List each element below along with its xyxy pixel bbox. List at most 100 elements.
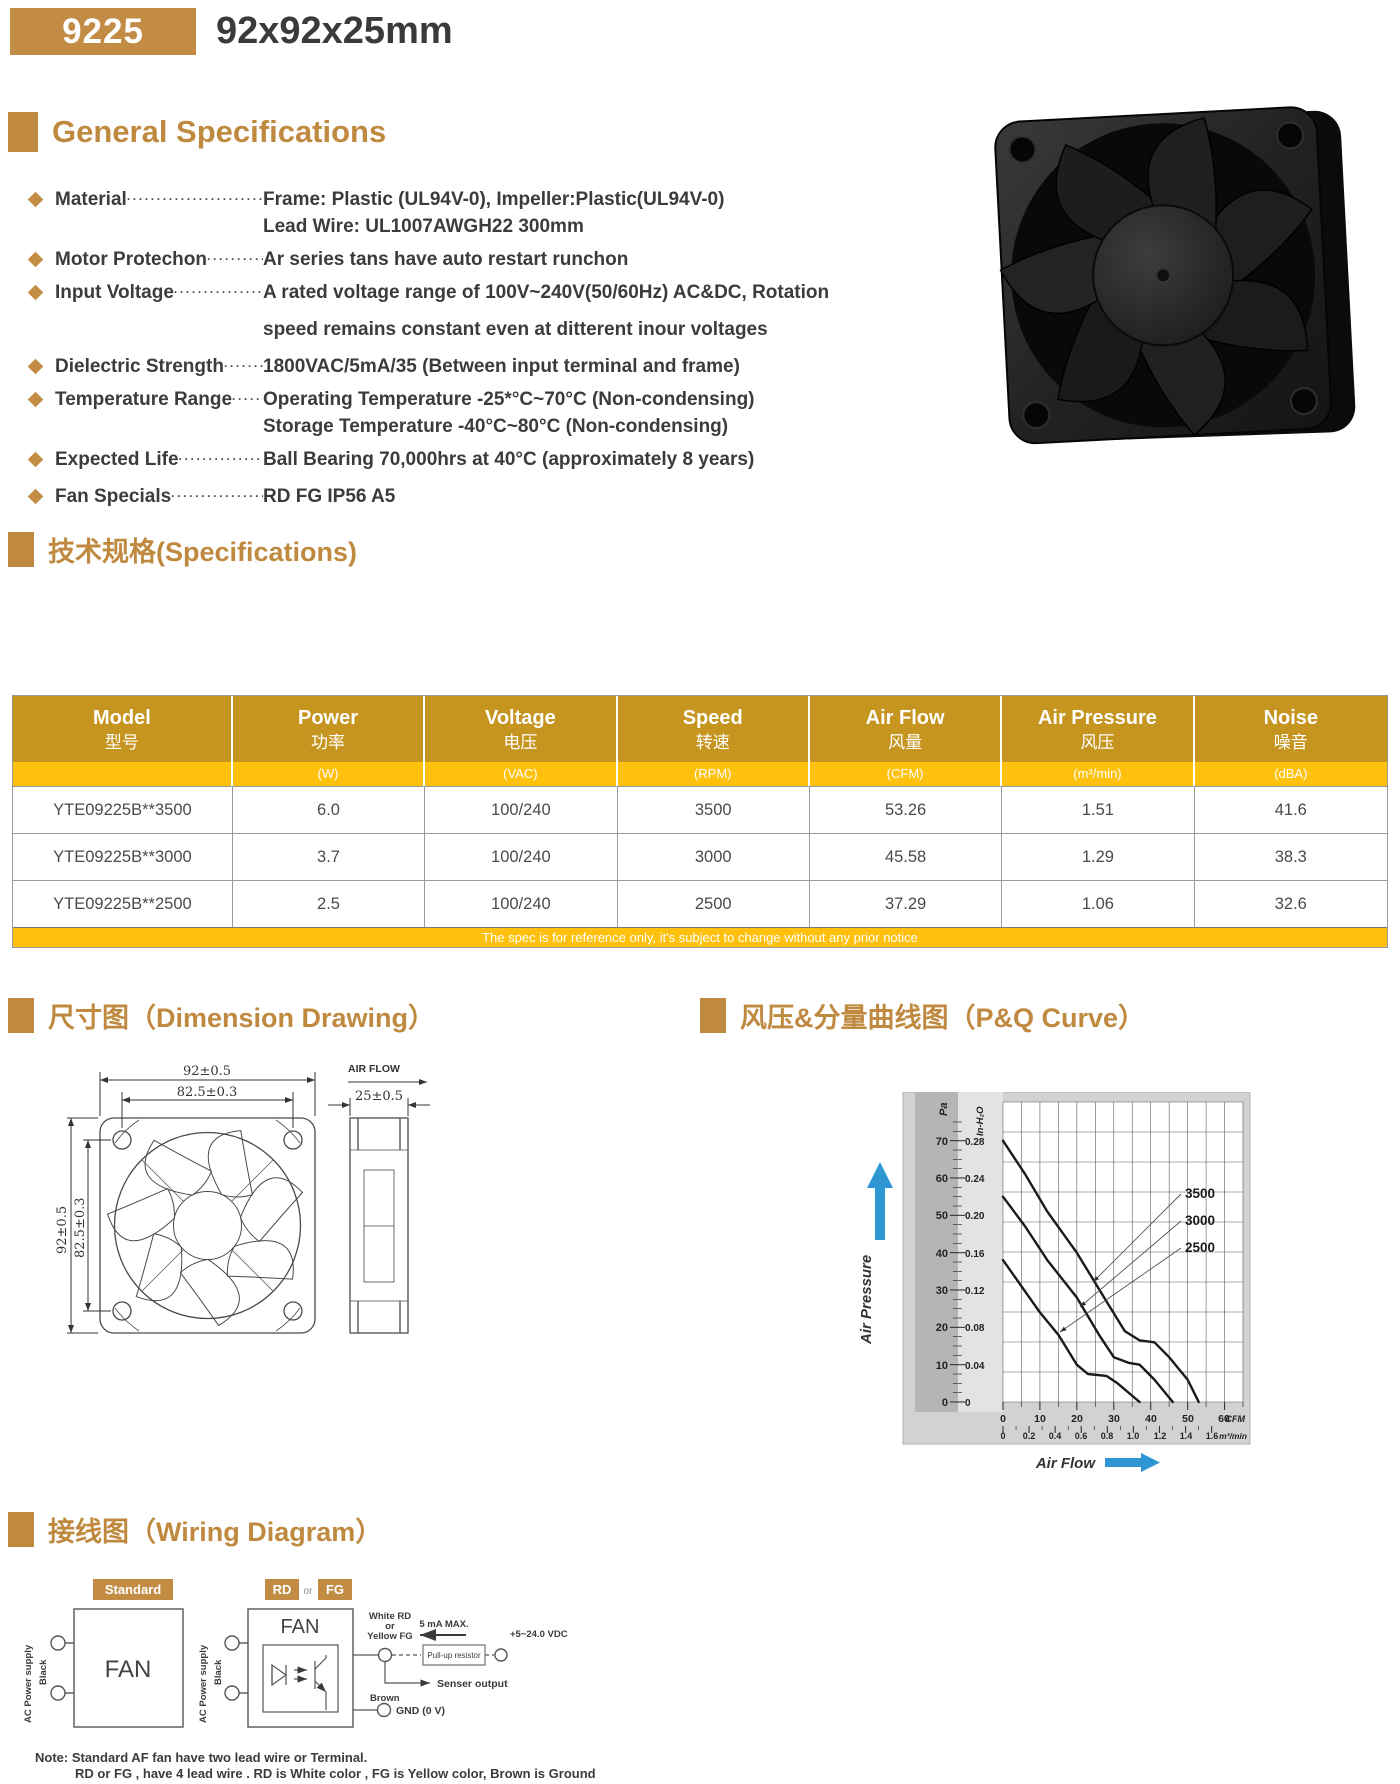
up-arrow-icon: [867, 1162, 893, 1188]
standard-badge: [93, 1579, 173, 1600]
section-marker: [700, 998, 726, 1033]
diamond-bullet-icon: [27, 358, 44, 375]
air-pressure-axis-callout: Air Pressure: [858, 1162, 893, 1345]
cfm-tick-labels: 0 10 20 30 40 50 60 CFM: [1000, 1413, 1245, 1425]
cell-airflow: 45.58: [809, 834, 1003, 880]
cell-model: YTE09225B**2500: [13, 881, 233, 927]
curve-label-2500: 2500: [1185, 1240, 1215, 1255]
spec-value: Operating Temperature -25*°C~70°C (Non-c…: [263, 389, 755, 410]
airflow-direction-label: AIR FLOW: [348, 1063, 400, 1075]
fan-body: [994, 106, 1356, 445]
mounting-hole: [1276, 121, 1305, 150]
col-header: Model 型号: [13, 696, 233, 762]
diamond-bullet-icon: [27, 488, 44, 505]
pa-tick-labels: 0 10 20 30 40 50 60 70: [936, 1136, 948, 1409]
svg-text:1.0: 1.0: [1127, 1431, 1140, 1441]
unit-cell: (dBA): [1194, 762, 1387, 786]
spec-value-cont: Lead Wire: UL1007AWGH22 300mm: [263, 216, 584, 237]
wiring-heading: 接线图（Wiring Diagram）: [48, 1517, 383, 1547]
curve-label-3000: 3000: [1185, 1213, 1215, 1228]
svg-text:0.8: 0.8: [1101, 1431, 1114, 1441]
standard-wiring: Standard FAN AC Power supply Black: [23, 1579, 184, 1728]
diamond-bullet-icon: [27, 284, 44, 301]
svg-text:0.20: 0.20: [965, 1211, 985, 1222]
curve-2500: [1001, 1258, 1141, 1404]
svg-text:0: 0: [1000, 1431, 1005, 1441]
svg-text:1.2: 1.2: [1154, 1431, 1167, 1441]
svg-text:0.6: 0.6: [1075, 1431, 1088, 1441]
pa-axis-title: Pa: [938, 1103, 950, 1116]
dotted-leader: [179, 446, 263, 473]
spec-label: Dielectric Strength: [55, 356, 224, 377]
svg-text:0: 0: [942, 1397, 948, 1409]
dotted-leader: [174, 279, 263, 306]
table-row: YTE09225B**2500 2.5 100/240 2500 37.29 1…: [13, 880, 1387, 927]
terminal: [224, 1685, 240, 1701]
curve-label-3500: 3500: [1185, 1186, 1215, 1201]
right-arrow-icon: [1141, 1453, 1160, 1472]
cfm-unit-label: CFM: [1226, 1414, 1246, 1424]
cell-speed: 3500: [617, 787, 810, 833]
dim-width-outer: 92±0.5: [183, 1064, 231, 1079]
col-header: Air Pressure 风压: [1002, 696, 1195, 762]
cell-voltage: 100/240: [425, 834, 618, 880]
dimension-drawing: 92±0.5 82.5±0.3 92±0.5 82.5±0.3 25±0.5 A…: [55, 1063, 430, 1334]
col-header: Air Flow 风量: [809, 696, 1003, 762]
note-line-2: RD or FG , have 4 lead wire . RD is Whit…: [75, 1766, 596, 1781]
sensor-output-label: Senser output: [437, 1678, 508, 1690]
signal-wire-label: White RD or Yellow FG: [367, 1611, 412, 1642]
svg-text:White RD: White RD: [369, 1611, 411, 1622]
table-units-row: (W) (VAC) (RPM) (CFM) (m³/min) (dBA): [13, 762, 1387, 786]
spec-value-cont: Storage Temperature -40°C~80°C (Non-cond…: [263, 416, 729, 437]
mounting-hole: [1008, 135, 1037, 164]
spec-label: Temperature Range: [55, 389, 233, 410]
fg-badge: [318, 1579, 352, 1600]
cell-power: 3.7: [232, 834, 426, 880]
dotted-leader: [224, 353, 263, 380]
cell-noise: 41.6: [1194, 787, 1387, 833]
unit-cell: (W): [232, 762, 426, 786]
cell-pressure: 1.29: [1002, 834, 1195, 880]
svg-text:40: 40: [936, 1248, 948, 1260]
or-label: or: [304, 1586, 314, 1597]
section-marker: [8, 998, 34, 1033]
optocoupler: [262, 1644, 339, 1713]
spec-value: Ball Bearing 70,000hrs at 40°C (approxim…: [263, 449, 755, 470]
svg-text:0.08: 0.08: [965, 1323, 985, 1334]
fan-box-label: FAN: [281, 1616, 320, 1638]
inh2o-axis-title: In-H₂O: [975, 1106, 986, 1136]
mounting-hole: [1289, 387, 1318, 416]
svg-text:20: 20: [1071, 1413, 1083, 1425]
grid-lines: [1002, 1101, 1244, 1403]
svg-text:0.2: 0.2: [1023, 1431, 1036, 1441]
spec-table-section-title: 技术规格(Specifications): [8, 530, 357, 569]
ac-supply-label: AC Power supply: [198, 1644, 209, 1723]
note-line-1: Note: Standard AF fan have two lead wire…: [35, 1750, 368, 1765]
vdc-label: +5~24.0 VDC: [510, 1629, 568, 1640]
cell-power: 6.0: [232, 787, 426, 833]
fan-product-image: [994, 106, 1356, 445]
page-title: 92x92x25mm: [216, 10, 453, 52]
svg-text:60: 60: [1218, 1413, 1230, 1425]
spec-label: Fan Specials: [55, 486, 172, 507]
svg-text:1.4: 1.4: [1180, 1431, 1193, 1441]
fg-label: FG: [326, 1582, 344, 1597]
axis-ticks: [950, 1121, 1244, 1433]
svg-text:0.16: 0.16: [965, 1249, 985, 1260]
terminal: [494, 1648, 508, 1662]
fan-box-label: FAN: [105, 1656, 152, 1683]
dotted-leader: [207, 246, 263, 273]
svg-text:0.24: 0.24: [965, 1174, 985, 1185]
mounting-hole: [1022, 401, 1051, 430]
dimension-heading: 尺寸图（Dimension Drawing）: [48, 1003, 436, 1033]
list-item: Input Voltage A rated voltage range of 1…: [27, 279, 908, 306]
air-flow-axis-callout: Air Flow: [1035, 1453, 1160, 1472]
table-header-row: Model 型号 Power 功率 Voltage 电压 Speed 转速 Air Fl…: [13, 696, 1387, 762]
svg-text:1.6: 1.6: [1206, 1431, 1219, 1441]
dim-hole-pitch-h: 82.5±0.3: [177, 1085, 238, 1100]
spec-value: 1800VAC/5mA/35 (Between input terminal a…: [263, 356, 740, 377]
svg-text:0: 0: [1000, 1413, 1006, 1425]
dim-hole-pitch-v: 82.5±0.3: [73, 1197, 88, 1258]
list-item: Dielectric Strength 1800VAC/5mA/35 (Betw…: [27, 353, 908, 380]
